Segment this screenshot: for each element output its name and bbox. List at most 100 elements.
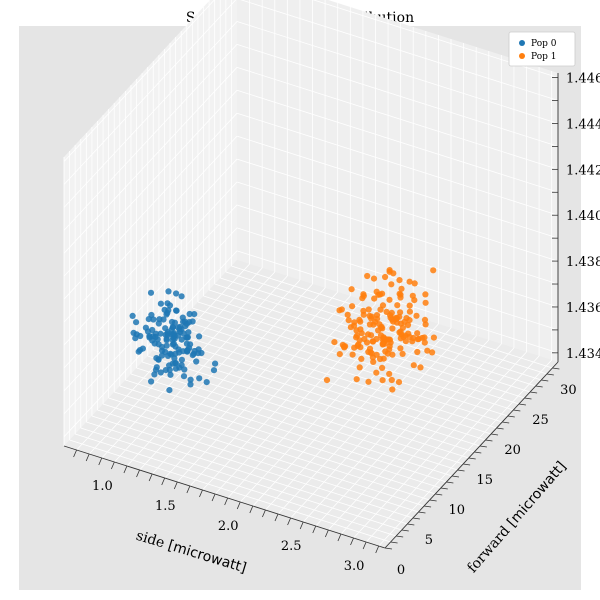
x-axis-line [63,445,386,549]
data-point-pop-1 [411,297,418,304]
y-tick-mark [468,457,476,460]
data-point-pop-1 [345,317,352,324]
data-point-pop-1 [370,321,377,328]
data-point-pop-0 [183,320,190,327]
data-point-pop-1 [390,318,397,325]
back-grid-z [236,112,559,216]
y-axis-line [384,361,559,549]
data-point-pop-1 [388,281,395,288]
data-point-pop-0 [172,365,180,372]
floor-grid-x [139,283,313,471]
x-tick-mark [161,477,166,486]
y-tick-mark [502,421,510,424]
data-point-pop-0 [163,337,170,344]
x-tick-mark [362,541,367,550]
z-tick-label: 1.438 [566,255,600,270]
tick-labels: 1.0 1.5 2.0 2.5 3.0 0 5 10 15 20 25 30 1.434 1.436 1.4… [92,72,600,578]
data-point-pop-0 [171,355,178,362]
data-point-pop-1 [375,327,382,334]
data-point-pop-1 [398,285,405,292]
x-tick-mark [199,489,203,498]
floor-grid-y [214,283,536,387]
floor-grid-x [101,271,276,459]
back-grid-z [312,0,559,78]
left-grid-z [63,135,238,323]
left-grid-z [63,67,238,254]
data-point-pop-0 [172,343,179,350]
data-point-pop-0 [171,319,178,326]
y-tick-mark [513,409,521,412]
back-grid-z [236,135,559,239]
data-point-pop-1 [413,312,420,319]
data-point-pop-1 [382,273,389,281]
x-tick-mark [73,449,77,458]
back-grid-z [236,250,559,354]
y-tick-mark [518,403,526,406]
legend-box [508,31,576,67]
data-point-pop-1 [389,325,396,332]
x-tick-mark [211,493,216,502]
back-grid-z [236,158,559,262]
z-tick-label: 1.436 [566,301,600,316]
data-point-pop-1 [336,351,343,358]
x-tick-mark [123,465,128,474]
data-point-pop-1 [355,341,362,348]
floor-grid-x [151,287,326,475]
y-tick-mark [451,475,460,478]
data-point-pop-0 [160,316,167,323]
data-point-pop-1 [336,307,343,314]
y-tick-mark [401,529,409,532]
floor-grid-y [125,379,447,483]
data-point-pop-0 [157,330,164,337]
y-tick-mark [435,493,443,496]
data-point-pop-0 [190,350,197,357]
data-point-pop-1 [379,364,386,371]
data-point-pop-1 [365,348,372,355]
floor-grid-y [130,373,453,477]
floor-grid-y [225,271,547,375]
data-point-pop-1 [331,339,338,346]
data-point-pop-0 [139,345,146,352]
data-point-pop-1 [414,330,421,337]
floor-grid-x [315,339,490,527]
legend-label-pop-1: Pop 1 [531,52,556,62]
y-tick-mark [541,379,549,382]
legend-marker-pop-1 [519,53,525,59]
y-tick-label: 15 [476,473,493,488]
data-point-pop-1 [386,370,393,377]
floor-grid-x [365,355,540,543]
back-grid-z [240,0,559,101]
x-tick-mark [98,457,103,466]
data-point-pop-1 [396,329,403,336]
data-point-pop-1 [422,291,429,298]
y-tick-label: 30 [560,383,577,398]
data-point-pop-0 [180,330,187,337]
x-tick-mark [236,501,241,510]
data-point-pop-0 [178,356,185,363]
floor-grid-y [192,307,514,411]
data-point-pop-0 [187,376,194,383]
data-point-pop-1 [353,376,360,383]
data-point-pop-1 [411,280,418,287]
data-point-pop-1 [344,311,351,318]
y-tick-mark [496,427,504,430]
data-point-pop-1 [406,308,413,315]
x-tick-mark [350,537,354,546]
x-tick-mark [249,505,254,514]
y-tick-mark [507,415,515,418]
data-point-pop-0 [155,356,162,363]
data-point-pop-1 [388,376,395,384]
data-point-pop-0 [159,347,166,354]
y-tick-mark [546,373,554,376]
data-point-pop-0 [195,346,202,353]
y-tick-mark [418,511,426,514]
left-grid-z [63,21,238,208]
data-point-pop-1 [397,291,404,298]
data-point-pop-0 [193,358,200,365]
floor-grid-y [169,331,492,435]
floor-grid-y [97,409,419,513]
floor-grid-x [277,327,452,515]
data-point-pop-1 [395,379,403,386]
x-tick-mark [375,545,380,554]
data-point-pop-1 [365,306,372,313]
